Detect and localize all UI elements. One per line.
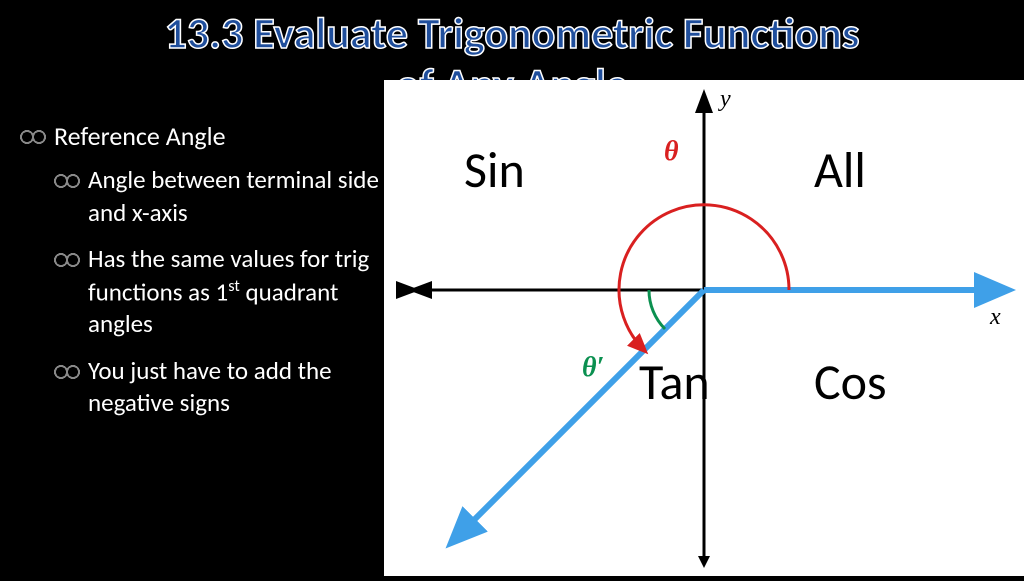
bullet-sub-1: Angle between terminal side and x-axis — [54, 164, 380, 229]
theta-label: θ — [664, 136, 679, 168]
bullet-sub-2: Has the same values for trig functions a… — [54, 243, 380, 341]
theta-prime-arc — [649, 290, 665, 329]
quadrant-4-label: Cos — [814, 352, 887, 413]
bullet-sub-3: You just have to add the negative signs — [54, 355, 380, 420]
y-axis-label: y — [720, 86, 731, 113]
quadrant-2-label: Sin — [464, 140, 525, 201]
quadrant-3-label: Tan — [639, 352, 710, 413]
terminal-side — [454, 290, 704, 540]
bullet-content: Reference Angle Angle between terminal s… — [20, 120, 380, 434]
x-axis-label: x — [990, 304, 1001, 331]
reference-angle-diagram: y x θ θ′ All Sin Tan Cos — [384, 80, 1024, 576]
title-line1: 13.3 Evaluate Trigonometric Functions — [0, 8, 1024, 59]
bullet-main: Reference Angle — [20, 120, 380, 152]
theta-prime-label: θ′ — [582, 352, 604, 384]
quadrant-1-label: All — [814, 140, 866, 201]
